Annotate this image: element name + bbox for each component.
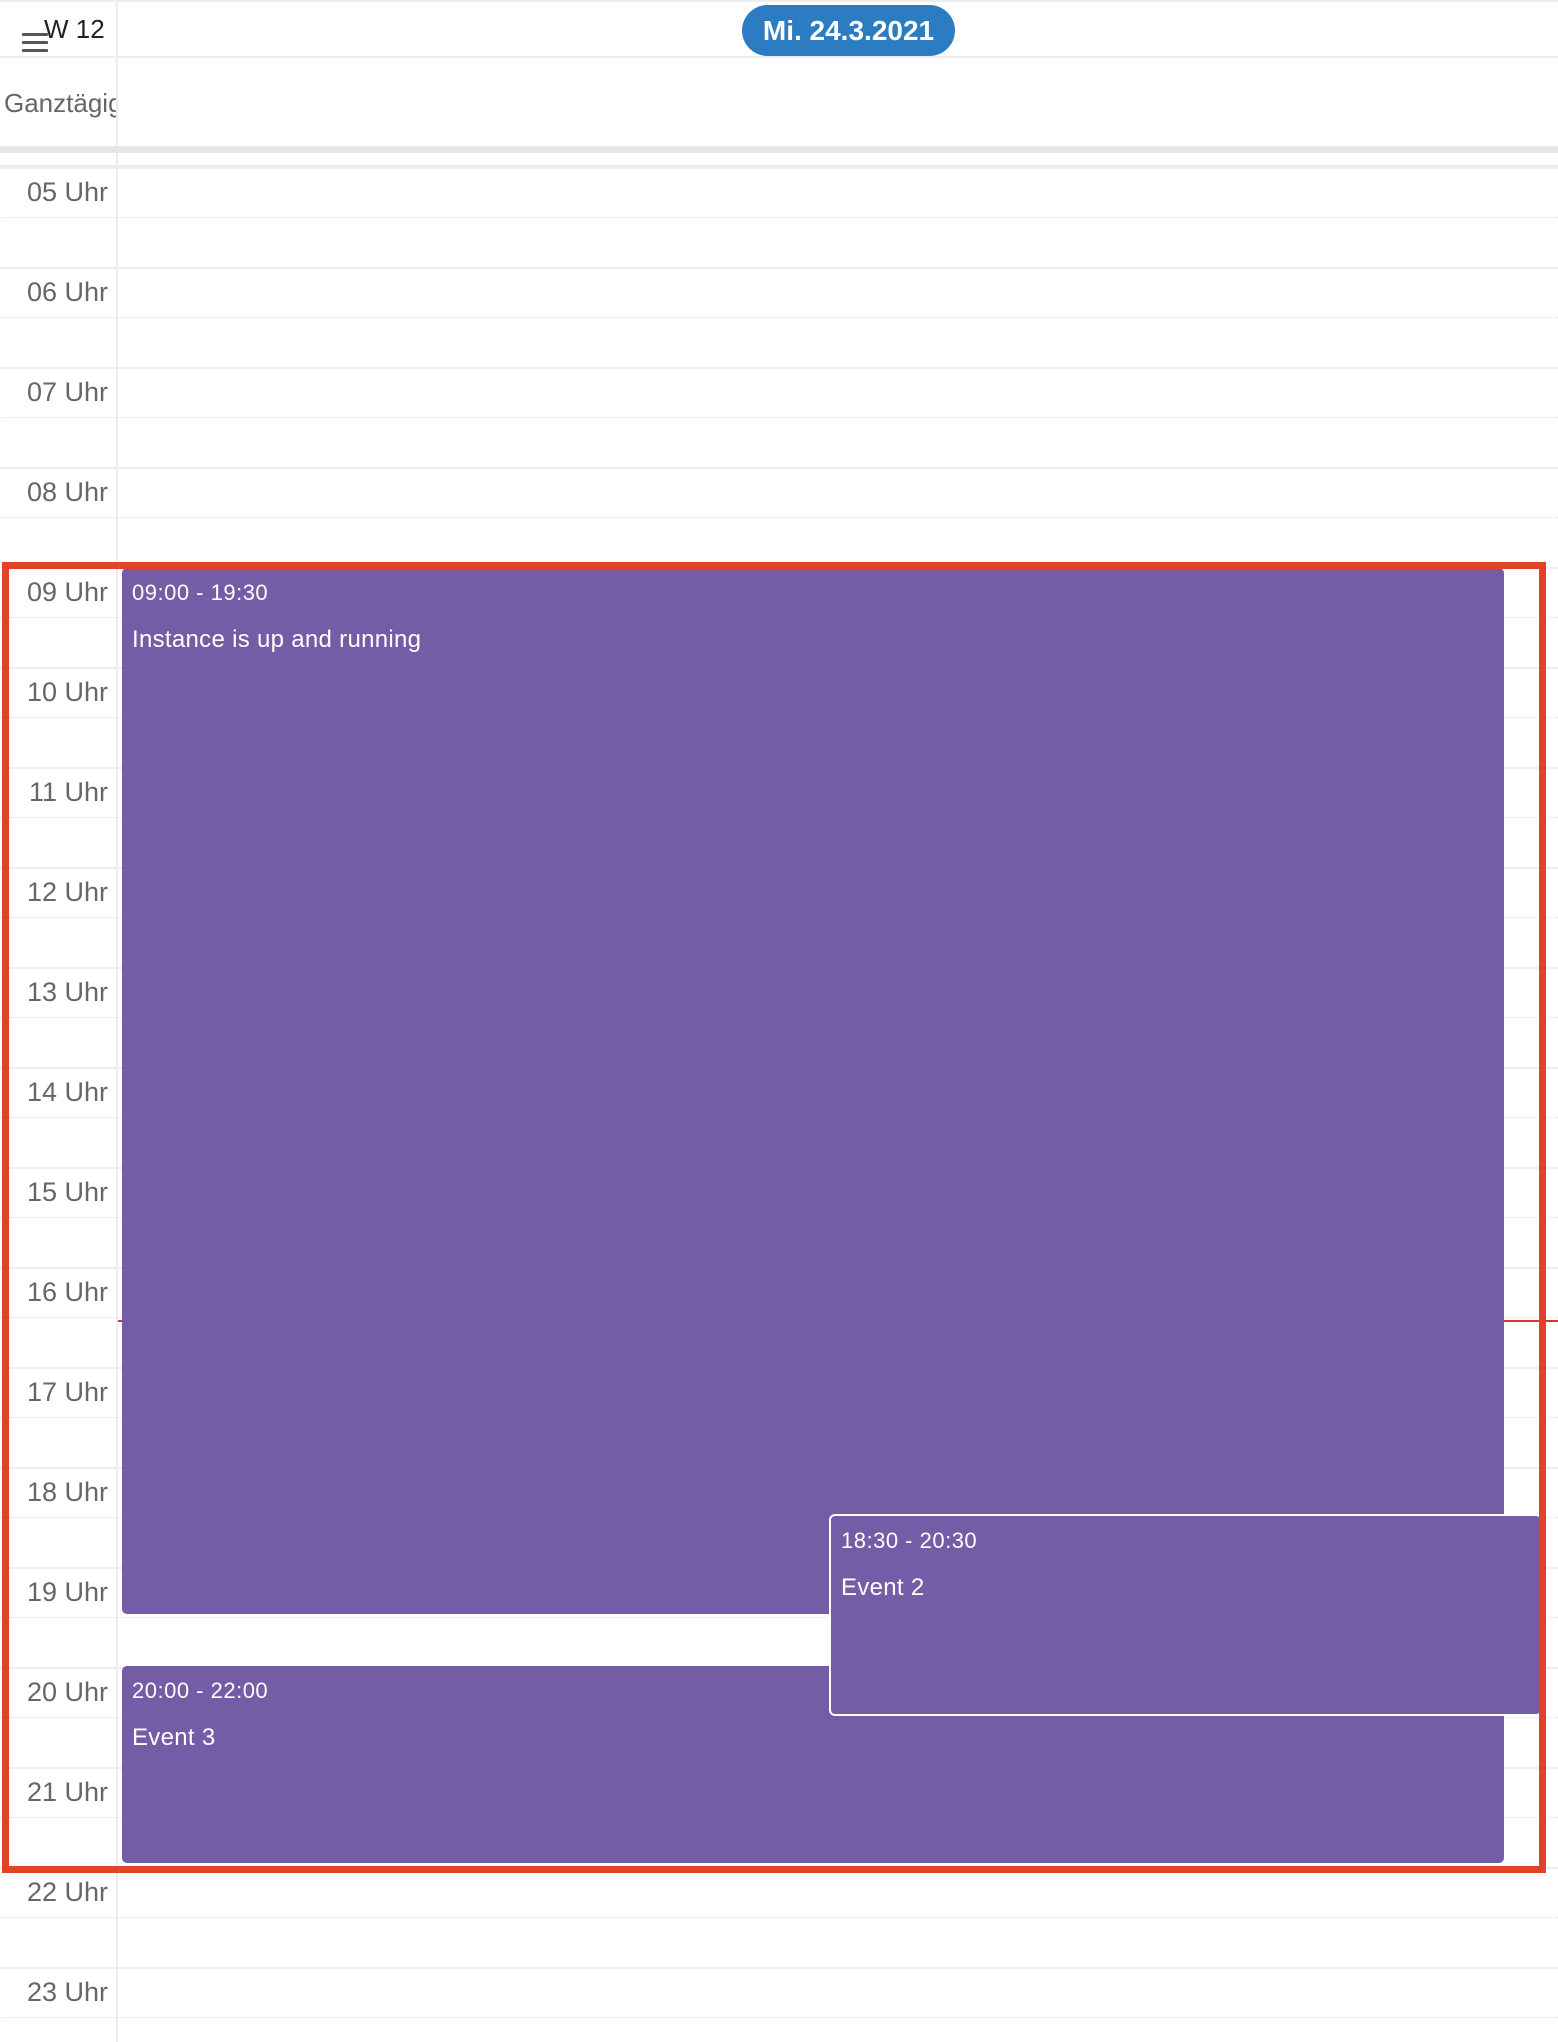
all-day-separator-line bbox=[0, 165, 1558, 167]
hour-label: 12 Uhr bbox=[26, 877, 108, 907]
hamburger-menu-icon[interactable] bbox=[22, 33, 48, 55]
hour-label: 13 Uhr bbox=[26, 977, 108, 1007]
hour-label: 18 Uhr bbox=[26, 1477, 108, 1507]
event-title: Instance is up and running bbox=[132, 626, 422, 653]
hour-gridline bbox=[0, 267, 1558, 269]
time-gutter-divider bbox=[116, 0, 118, 2042]
day-header bbox=[0, 0, 1558, 58]
hour-label: 07 Uhr bbox=[26, 377, 108, 407]
hour-gridline bbox=[0, 1967, 1558, 1969]
hour-label: 05 Uhr bbox=[26, 177, 108, 207]
hour-gridline bbox=[0, 467, 1558, 469]
hour-label: 16 Uhr bbox=[26, 1277, 108, 1307]
hour-label: 06 Uhr bbox=[26, 277, 108, 307]
half-hour-gridline bbox=[0, 1617, 1558, 1618]
half-hour-gridline bbox=[0, 2017, 1558, 2018]
event-title: Event 3 bbox=[132, 1724, 216, 1751]
hour-label: 08 Uhr bbox=[26, 477, 108, 507]
event-time: 20:00 - 22:00 bbox=[132, 1678, 269, 1703]
event-time: 18:30 - 20:30 bbox=[841, 1528, 978, 1553]
all-day-separator bbox=[0, 146, 1558, 153]
half-hour-gridline bbox=[0, 217, 1558, 218]
hour-label: 19 Uhr bbox=[26, 1577, 108, 1607]
hour-label: 11 Uhr bbox=[28, 777, 108, 807]
current-date-badge[interactable]: Mi. 24.3.2021 bbox=[742, 5, 955, 56]
event-title: Event 2 bbox=[841, 1574, 925, 1601]
hour-label: 15 Uhr bbox=[26, 1177, 108, 1207]
hour-gridline bbox=[0, 367, 1558, 369]
hour-label: 17 Uhr bbox=[26, 1377, 108, 1407]
hour-label: 20 Uhr bbox=[26, 1677, 108, 1707]
hour-label: 14 Uhr bbox=[26, 1077, 108, 1107]
hour-gridline bbox=[0, 1867, 1558, 1869]
half-hour-gridline bbox=[0, 1917, 1558, 1918]
event-time: 09:00 - 19:30 bbox=[132, 580, 269, 605]
hour-label: 21 Uhr bbox=[26, 1777, 108, 1807]
half-hour-gridline bbox=[0, 317, 1558, 318]
hour-label: 22 Uhr bbox=[26, 1877, 108, 1907]
hour-gridline bbox=[0, 167, 1558, 169]
hour-label: 10 Uhr bbox=[26, 677, 108, 707]
hour-label: 23 Uhr bbox=[26, 1977, 108, 2007]
half-hour-gridline bbox=[0, 417, 1558, 418]
week-number: W 12 bbox=[44, 14, 105, 44]
all-day-label: Ganztägig bbox=[4, 88, 116, 118]
hour-label: 09 Uhr bbox=[26, 577, 108, 607]
half-hour-gridline bbox=[0, 517, 1558, 518]
event-2[interactable]: 18:30 - 20:30 Event 2 bbox=[829, 1514, 1542, 1716]
event-instance-running[interactable]: 09:00 - 19:30 Instance is up and running bbox=[122, 568, 1504, 1614]
